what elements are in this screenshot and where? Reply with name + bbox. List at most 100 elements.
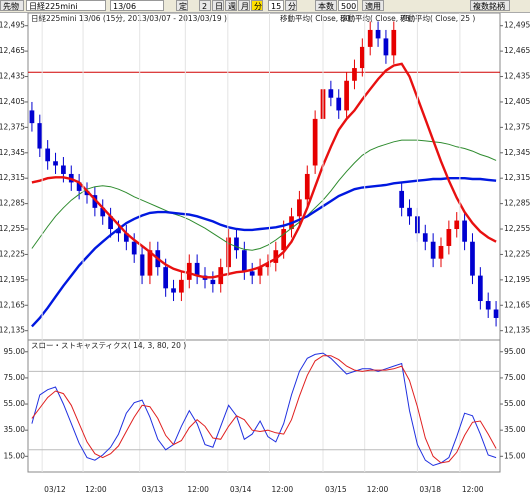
candle-body (257, 267, 263, 276)
candle-body (241, 250, 247, 272)
legend-label: 移動平均( Close, 75 ) (340, 13, 415, 23)
y-tick-label: 12,195 (504, 275, 530, 284)
y-tick-label: 12,315 (504, 173, 530, 182)
y-tick-label: 12,285 (504, 199, 530, 208)
y-tick-label: 12,375 (0, 122, 25, 131)
candle-body (61, 165, 66, 174)
y-tick-label: 12,255 (0, 224, 25, 233)
candle-body (312, 118, 318, 166)
x-tick-label: 03/14 (230, 485, 252, 494)
multi-symbol-button[interactable]: 複数銘柄 (470, 0, 510, 11)
y-tick-label: 12,435 (0, 72, 25, 81)
candle-body (438, 245, 444, 259)
candle-body (29, 110, 35, 124)
y-tick-label: 95.00 (504, 347, 526, 356)
period-button[interactable]: 分 (251, 0, 263, 11)
period-button[interactable]: 月 (238, 0, 250, 11)
market-button[interactable]: 先物 (0, 0, 24, 11)
y-tick-label: 12,135 (504, 326, 530, 335)
line (31, 355, 497, 464)
line (31, 139, 497, 251)
candle-body (249, 271, 255, 276)
candle-body (116, 229, 121, 234)
y-tick-label: 12,225 (0, 249, 25, 258)
candle-body (123, 233, 129, 242)
candle-body (344, 80, 349, 111)
period-button[interactable]: 2 (199, 0, 211, 11)
candle-body (210, 279, 216, 285)
y-tick-label: 12,405 (504, 97, 530, 106)
candle-body (375, 29, 381, 39)
minutes-input[interactable]: 15 (268, 0, 284, 11)
x-tick-label: 12:00 (187, 485, 209, 494)
period-button[interactable]: 日 (212, 0, 224, 11)
y-tick-label: 12,195 (0, 275, 25, 284)
candle-body (454, 220, 460, 230)
fix-button[interactable]: 定 (176, 0, 188, 11)
x-tick-label: 12:00 (367, 485, 389, 494)
period-button[interactable]: 週 (225, 0, 237, 11)
candle-body (131, 241, 137, 255)
candle-body (37, 123, 43, 149)
candle-body (391, 29, 397, 56)
candle-body (493, 309, 499, 318)
y-tick-label: 35.00 (4, 425, 26, 434)
candle-body (470, 241, 475, 276)
y-tick-label: 12,165 (504, 300, 530, 309)
candle-body (163, 267, 169, 289)
candle-body (430, 241, 436, 259)
y-tick-label: 12,465 (0, 46, 25, 55)
x-tick-label: 03/13 (142, 485, 164, 494)
y-tick-label: 12,405 (0, 97, 25, 106)
chart-title: スロー・ストキャスティクス( 14, 3, 80, 20 ) (31, 341, 186, 350)
symbol-select[interactable]: 日経225mini (26, 0, 106, 11)
candle-body (234, 237, 239, 251)
y-tick-label: 12,135 (0, 326, 25, 335)
x-tick-label: 12:00 (272, 485, 294, 494)
apply-button[interactable]: 適用 (362, 0, 384, 11)
x-tick-label: 12:00 (462, 485, 484, 494)
candle-body (139, 254, 145, 276)
candle-body (45, 148, 51, 162)
candle-body (265, 262, 271, 268)
candle-body (171, 288, 176, 293)
candle-body (226, 237, 231, 268)
candle-body (186, 262, 192, 280)
y-tick-label: 12,315 (0, 173, 25, 182)
line (31, 352, 497, 467)
y-tick-label: 55.00 (4, 399, 26, 408)
month-select[interactable]: 13/06 (110, 0, 164, 11)
y-tick-label: 15.00 (504, 451, 526, 460)
candle-body (273, 250, 279, 263)
count-label: 本数 (315, 0, 337, 11)
candle-body (359, 46, 365, 69)
y-tick-label: 12,495 (504, 21, 530, 30)
y-tick-label: 12,375 (504, 122, 530, 131)
legend-label: 移動平均( Close, 50 ) (280, 13, 355, 23)
x-tick-label: 03/12 (44, 485, 66, 494)
candle-body (485, 301, 491, 310)
candle-body (407, 207, 412, 217)
candle-body (147, 250, 153, 276)
y-tick-label: 15.00 (4, 451, 26, 460)
chart: 12,495 12,495 12,465 12,465 12,435 12,435 12,4… (0, 13, 530, 501)
y-tick-label: 12,255 (504, 224, 530, 233)
candle-body (53, 161, 58, 166)
y-tick-label: 12,225 (504, 249, 530, 258)
y-tick-label: 12,465 (504, 46, 530, 55)
y-tick-label: 12,345 (504, 148, 530, 157)
candle-body (352, 68, 357, 81)
count-input[interactable]: 500 (338, 0, 358, 11)
candle-body (108, 216, 113, 230)
background (0, 13, 530, 501)
candle-body (281, 229, 287, 251)
line (31, 62, 497, 279)
y-tick-label: 12,345 (0, 148, 25, 157)
candle-body (336, 97, 342, 111)
line (31, 177, 497, 328)
candle-body (383, 38, 389, 56)
y-tick-label: 95.00 (4, 347, 26, 356)
chart-title: 日経225mini 13/06 (15分, 2013/03/07 - 2013/… (31, 13, 227, 23)
candle-body (194, 262, 200, 276)
